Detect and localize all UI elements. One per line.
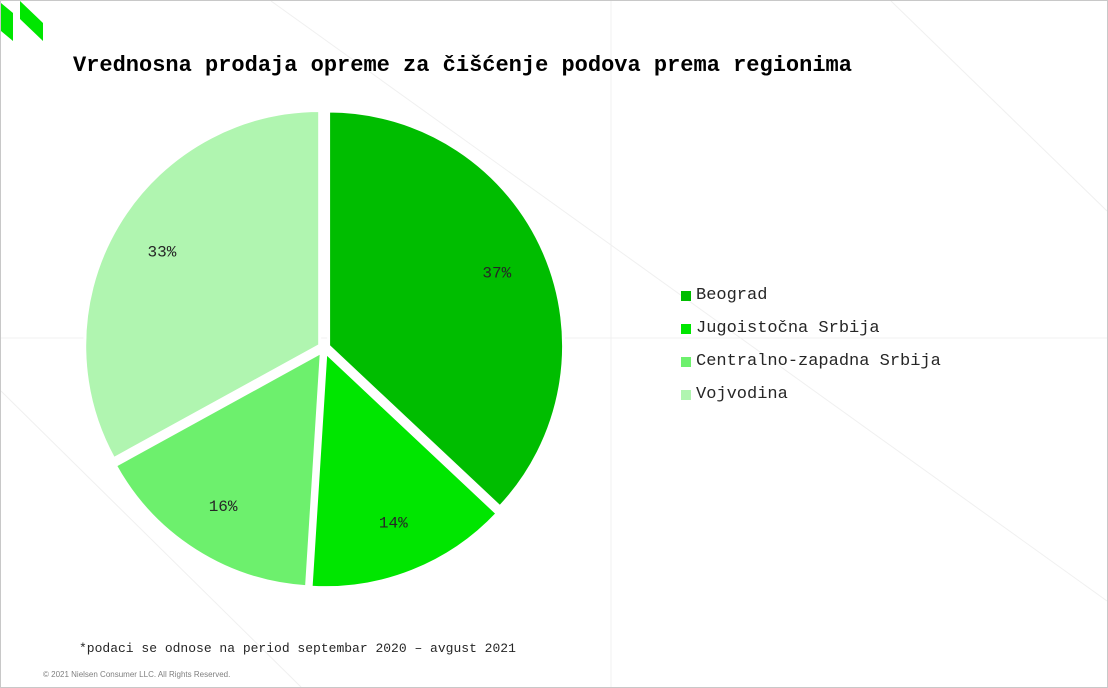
pie-data-label: 14%: [379, 514, 408, 532]
pie-slice-1: [309, 349, 500, 590]
legend-item: Jugoistočna Srbija: [681, 312, 941, 345]
legend-label: Beograd: [696, 286, 768, 305]
legend-label: Jugoistočna Srbija: [696, 319, 880, 338]
pie-slice-0: [327, 109, 566, 510]
footnote: *podaci se odnose na period septembar 20…: [79, 641, 516, 656]
logo-stripe: [20, 1, 43, 41]
legend-swatch: [681, 290, 691, 301]
pie-data-label: 16%: [209, 498, 238, 516]
copyright-notice: © 2021 Nielsen Consumer LLC. All Rights …: [43, 670, 231, 679]
legend-label: Centralno-zapadna Srbija: [696, 352, 941, 371]
legend-swatch: [681, 356, 691, 367]
legend-item: Vojvodina: [681, 378, 941, 411]
legend-item: Centralno-zapadna Srbija: [681, 345, 941, 378]
pie-slice-2: [113, 349, 323, 589]
legend-item: Beograd: [681, 279, 941, 312]
pie-data-label: 37%: [482, 264, 511, 282]
legend-swatch: [681, 389, 691, 400]
pie-slice-3: [83, 108, 322, 461]
legend-label: Vojvodina: [696, 385, 788, 404]
chart-title: Vrednosna prodaja opreme za čišćenje pod…: [73, 53, 852, 78]
brand-logo: [1, 1, 43, 41]
pie-data-label: 33%: [148, 243, 177, 261]
legend-swatch: [681, 323, 691, 334]
chart-legend: Beograd Jugoistočna Srbija Centralno-zapad…: [681, 279, 941, 411]
logo-stripe: [1, 3, 13, 41]
